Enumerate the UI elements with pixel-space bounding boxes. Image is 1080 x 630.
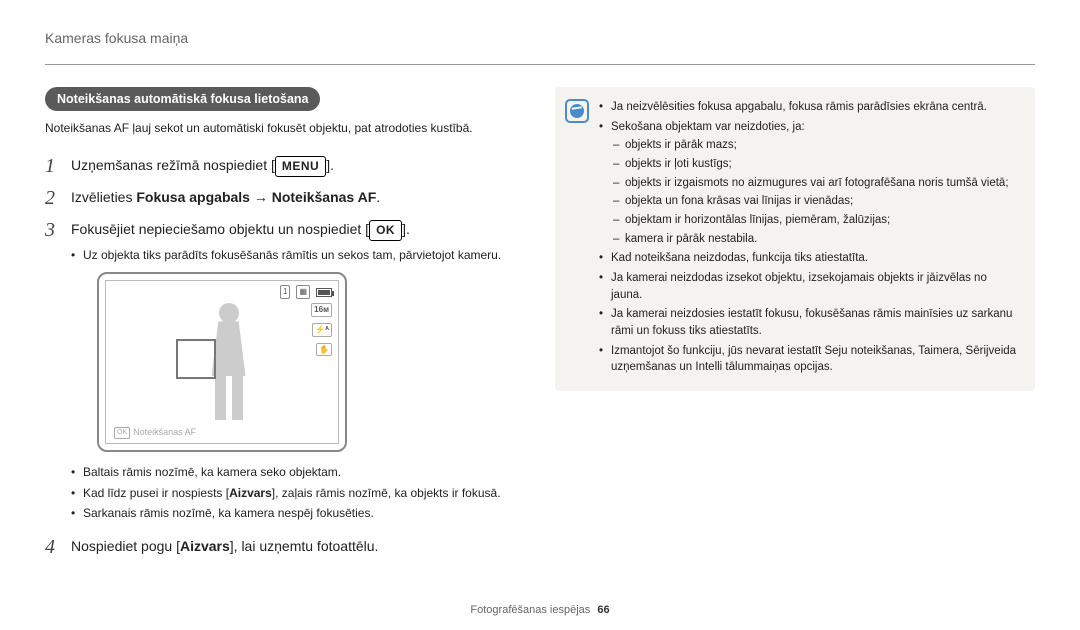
note-subitem: objektam ir horizontālas līnijas, piemēr… — [611, 212, 1021, 229]
step-number: 2 — [45, 187, 71, 209]
footer-label: Fotografēšanas iespējas — [470, 604, 590, 616]
step-number: 1 — [45, 155, 71, 177]
bullet-a: Kad līdz pusei ir nospiests [ — [83, 486, 229, 500]
note-item: Izmantojot šo funkciju, jūs nevarat iest… — [599, 343, 1021, 376]
side-icons: 16м ⚡ᴬ ✋ — [311, 303, 332, 356]
flash-icon: ⚡ᴬ — [312, 323, 332, 337]
screen-caption: OKNoteikšanas AF — [114, 426, 196, 439]
caption-text: Noteikšanas AF — [133, 427, 196, 437]
status-one-icon: 1 — [280, 285, 290, 299]
step-number: 3 — [45, 219, 71, 241]
note-item: Sekošana objektam var neizdoties, ja: ob… — [599, 119, 1021, 248]
step-text: Fokusējiet nepieciešamo objektu un nospi… — [71, 219, 525, 526]
note-subitem: kamera ir pārāk nestabila. — [611, 231, 1021, 248]
left-column: Noteikšanas automātiskā fokusa lietošana… — [45, 87, 525, 568]
bullet: Uz objekta tiks parādīts fokusēšanās rām… — [71, 247, 525, 264]
bullet: Baltais rāmis nozīmē, ka kamera seko obj… — [71, 464, 525, 481]
step-text: Izvēlieties Fokusa apgabals → Noteikšana… — [71, 187, 525, 207]
note-subitem: objekts ir pārāk mazs; — [611, 137, 1021, 154]
section-heading: Noteikšanas automātiskā fokusa lietošana — [45, 87, 320, 111]
step-suffix: ]. — [402, 221, 410, 237]
step-text-b: . — [376, 189, 380, 205]
note-sublist: objekts ir pārāk mazs; objekts ir ļoti k… — [611, 137, 1021, 247]
step-prefix: Uzņemšanas režīmā nospiediet [ — [71, 157, 275, 173]
status-row: 1 ▦ — [280, 285, 332, 299]
ok-button-icon: OK — [369, 220, 402, 241]
divider — [45, 64, 1035, 65]
note-icon — [565, 99, 589, 123]
note-list: Ja neizvēlēsities fokusa apgabalu, fokus… — [599, 99, 1021, 379]
note-subitem: objekts ir ļoti kustīgs; — [611, 156, 1021, 173]
camera-screen-illustration: 1 ▦ 16м ⚡ᴬ ✋ — [97, 272, 347, 452]
focus-frame — [176, 339, 216, 379]
step-prefix: Fokusējiet nepieciešamo objektu un nospi… — [71, 221, 369, 237]
ok-mini-icon: OK — [114, 427, 130, 439]
step-subbullets: Uz objekta tiks parādīts fokusēšanās rām… — [71, 247, 525, 264]
page-footer: Fotografēšanas iespējas 66 — [0, 604, 1080, 616]
section-intro: Noteikšanas AF ļauj sekot un automātiski… — [45, 119, 525, 137]
step-text: Nospiediet pogu [Aizvars], lai uzņemtu f… — [71, 536, 525, 556]
note-subitem: objekts ir izgaismots no aizmugures vai … — [611, 175, 1021, 192]
step-text-bold: Aizvars — [180, 538, 230, 554]
step-text-b: ], lai uzņemtu fotoattēlu. — [230, 538, 379, 554]
resolution-icon: 16м — [311, 303, 332, 317]
bullet-bold: Aizvars — [229, 486, 272, 500]
screen-inner: 1 ▦ 16м ⚡ᴬ ✋ — [105, 280, 339, 444]
bullet-b: ], zaļais rāmis nozīmē, ka objekts ir fo… — [272, 486, 501, 500]
note-item: Ja kamerai neizdosies iestatīt fokusu, f… — [599, 306, 1021, 339]
step-after-bullets: Baltais rāmis nozīmē, ka kamera seko obj… — [71, 464, 525, 522]
battery-icon — [316, 288, 332, 297]
bullet: Sarkanais rāmis nozīmē, ka kamera nespēj… — [71, 505, 525, 522]
note-item-text: Sekošana objektam var neizdoties, ja: — [611, 121, 805, 133]
note-item: Ja kamerai neizdodas izsekot objektu, iz… — [599, 270, 1021, 303]
step-list: 1 Uzņemšanas režīmā nospiediet [MENU]. 2… — [45, 155, 525, 558]
step-suffix: ]. — [326, 157, 334, 173]
right-column: Ja neizvēlēsities fokusa apgabalu, fokus… — [555, 87, 1035, 568]
step-text-bold: Fokusa apgabals → Noteikšanas AF — [136, 189, 376, 205]
step-1: 1 Uzņemšanas režīmā nospiediet [MENU]. — [45, 155, 525, 177]
touch-icon: ✋ — [316, 343, 332, 357]
note-item: Kad noteikšana neizdodas, funkcija tiks … — [599, 250, 1021, 267]
footer-page-number: 66 — [597, 604, 609, 616]
card-icon: ▦ — [296, 285, 310, 299]
step-text: Uzņemšanas režīmā nospiediet [MENU]. — [71, 155, 525, 177]
note-subitem: objekta un fona krāsas vai līnijas ir vi… — [611, 193, 1021, 210]
step-3: 3 Fokusējiet nepieciešamo objektu un nos… — [45, 219, 525, 526]
step-text-a: Izvēlieties — [71, 189, 136, 205]
note-item: Ja neizvēlēsities fokusa apgabalu, fokus… — [599, 99, 1021, 116]
page-title: Kameras fokusa maiņa — [45, 30, 1035, 46]
bullet: Kad līdz pusei ir nospiests [Aizvars], z… — [71, 485, 525, 502]
menu-button-icon: MENU — [275, 156, 326, 177]
note-box: Ja neizvēlēsities fokusa apgabalu, fokus… — [555, 87, 1035, 391]
step-4: 4 Nospiediet pogu [Aizvars], lai uzņemtu… — [45, 536, 525, 558]
content-columns: Noteikšanas automātiskā fokusa lietošana… — [45, 87, 1035, 568]
step-text-a: Nospiediet pogu [ — [71, 538, 180, 554]
step-2: 2 Izvēlieties Fokusa apgabals → Noteikša… — [45, 187, 525, 209]
step-number: 4 — [45, 536, 71, 558]
